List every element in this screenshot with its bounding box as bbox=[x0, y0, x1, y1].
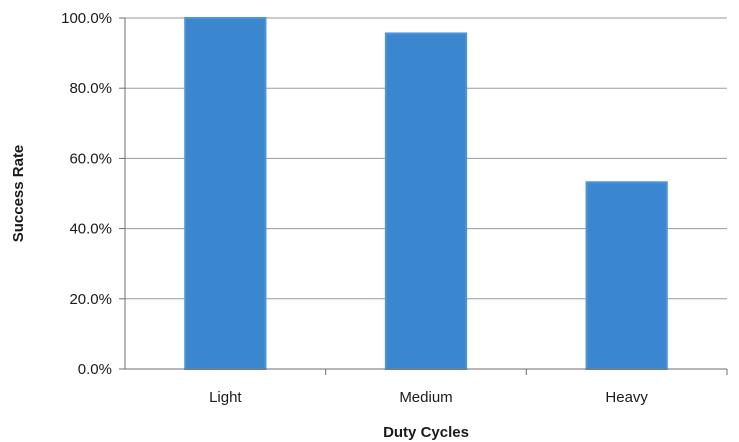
y-tick-label: 20.0% bbox=[69, 291, 112, 308]
tick-labels: 0.0% 20.0% 40.0% 60.0% 80.0% 100.0% Light Mediu… bbox=[61, 10, 648, 406]
x-tick-label: Heavy bbox=[605, 389, 648, 406]
y-tick-label: 80.0% bbox=[69, 80, 112, 97]
y-tick-label: 0.0% bbox=[78, 361, 112, 378]
x-tick-label: Medium bbox=[399, 389, 452, 406]
y-tick-label: 40.0% bbox=[69, 221, 112, 238]
y-tick-label: 60.0% bbox=[69, 150, 112, 167]
x-axis-title: Duty Cycles bbox=[383, 424, 469, 441]
bars bbox=[184, 17, 668, 370]
x-tick-label: Light bbox=[209, 389, 242, 406]
bar-heavy bbox=[585, 181, 668, 370]
bar-medium bbox=[384, 32, 468, 370]
axes bbox=[119, 17, 728, 375]
y-axis-title: Success Rate bbox=[10, 145, 27, 243]
y-tick-label: 100.0% bbox=[61, 10, 112, 27]
bar-light bbox=[184, 17, 267, 370]
